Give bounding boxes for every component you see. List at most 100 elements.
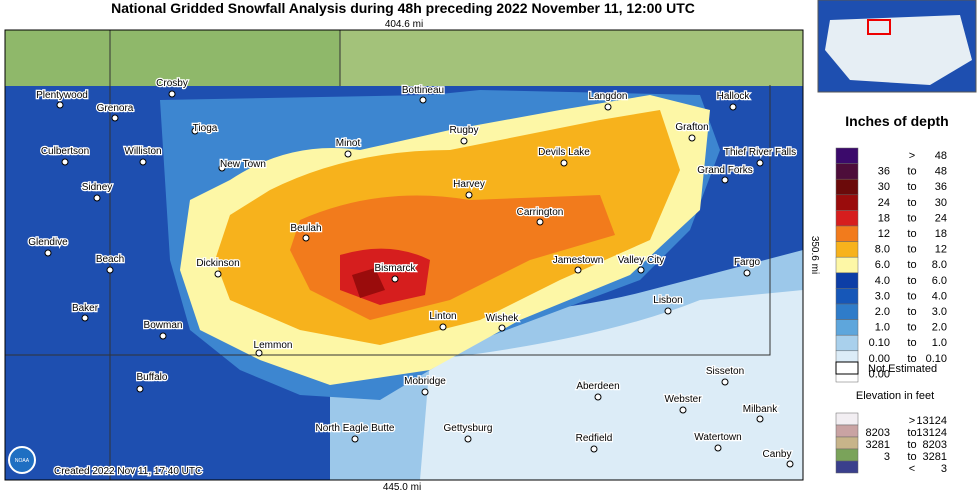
- legend-label: to: [907, 427, 916, 439]
- legend-label: to: [907, 451, 916, 463]
- legend-swatch: [835, 436, 859, 450]
- city-dot: [302, 234, 310, 242]
- legend-swatch: [835, 178, 859, 196]
- city-dot: [679, 406, 687, 414]
- legend-label: to: [907, 322, 916, 334]
- city-dot: [439, 323, 447, 331]
- legend-label: 36: [935, 181, 947, 193]
- city-dot: [218, 164, 226, 172]
- city-dot: [590, 445, 598, 453]
- city-dot: [498, 324, 506, 332]
- city-label: Bowman: [144, 320, 183, 331]
- legend-swatch: [835, 288, 859, 305]
- inset-us: [825, 15, 972, 85]
- city-dot: [44, 249, 52, 257]
- city-dot: [56, 101, 64, 109]
- legend-label: 18: [878, 212, 890, 224]
- city-label: Grenora: [97, 103, 134, 114]
- city-label: Linton: [429, 311, 456, 322]
- legend-label: to: [907, 306, 916, 318]
- city-dot: [214, 270, 222, 278]
- bottom-distance: 445.0 mi: [383, 482, 421, 493]
- city-dot: [756, 159, 764, 167]
- city-dot: [136, 385, 144, 393]
- legend-label: to: [907, 166, 916, 178]
- legend-label: to: [907, 228, 916, 240]
- legend-swatch: [835, 225, 859, 242]
- city-dot: [465, 191, 473, 199]
- city-label: Sisseton: [706, 366, 744, 377]
- legend-label: 3: [941, 463, 947, 475]
- legend-swatch: [835, 448, 859, 462]
- city-label: Aberdeen: [576, 381, 619, 392]
- city-label: Baker: [72, 303, 99, 314]
- city-dot: [594, 393, 602, 401]
- legend-label: 6.0: [932, 275, 947, 287]
- legend-label: 0.00: [869, 353, 890, 365]
- legend-label: 36: [878, 166, 890, 178]
- city-dot: [729, 103, 737, 111]
- city-label: Sidney: [82, 182, 113, 193]
- city-label: Beach: [96, 254, 124, 265]
- legend-label: 18: [935, 228, 947, 240]
- city-label: Williston: [124, 146, 161, 157]
- legend-label: 1.0: [875, 322, 890, 334]
- city-label: Beulah: [290, 223, 321, 234]
- legend-swatch: [835, 241, 859, 258]
- legend-label: 30: [935, 197, 947, 209]
- legend-label: 0.10: [869, 337, 890, 349]
- legend-swatch: [835, 319, 859, 336]
- city-dot: [786, 460, 794, 468]
- city-label: Langdon: [589, 91, 628, 102]
- legend-label: 0.10: [926, 353, 947, 365]
- legend-title: Inches of depth: [845, 113, 948, 129]
- city-dot: [139, 158, 147, 166]
- city-label: Rugby: [450, 125, 479, 136]
- legend-swatch: [835, 460, 859, 474]
- legend-label: 8.0: [932, 259, 947, 271]
- city-label: Thief River Falls: [724, 147, 796, 158]
- city-label: Minot: [336, 138, 361, 149]
- city-dot: [421, 388, 429, 396]
- legend-label: 2.0: [932, 322, 947, 334]
- legend-label: 1.0: [932, 337, 947, 349]
- legend-label: to: [907, 259, 916, 271]
- legend-swatch: [835, 303, 859, 320]
- legend-label: to: [907, 275, 916, 287]
- city-dot: [604, 103, 612, 111]
- city-dot: [664, 307, 672, 315]
- legend-label: 12: [878, 228, 890, 240]
- city-label: Watertown: [694, 432, 741, 443]
- legend-label: 3.0: [875, 290, 890, 302]
- legend-label: to: [907, 212, 916, 224]
- city-label: Hallock: [717, 91, 751, 102]
- city-dot: [61, 158, 69, 166]
- city-dot: [419, 96, 427, 104]
- city-label: Harvey: [453, 179, 485, 190]
- legend-label: 4.0: [932, 290, 947, 302]
- city-label: Lisbon: [653, 295, 682, 306]
- city-dot: [464, 435, 472, 443]
- legend-label: to: [907, 439, 916, 451]
- city-dot: [743, 269, 751, 277]
- legend-label: <: [909, 463, 915, 475]
- city-dot: [637, 266, 645, 274]
- city-label: Valley City: [618, 255, 665, 266]
- legend-label: 3281: [923, 451, 947, 463]
- city-dot: [106, 266, 114, 274]
- city-label: Carrington: [517, 207, 564, 218]
- city-label: Tioga: [193, 123, 218, 134]
- legend-label: 13124: [916, 415, 947, 427]
- noaa-logo: [8, 446, 36, 474]
- legend-label: 2.0: [875, 306, 890, 318]
- city-label: Canby: [763, 449, 792, 460]
- legend-swatch: [835, 334, 859, 352]
- right-distance: 350.6 mi: [809, 236, 820, 274]
- map-frame: [4, 29, 804, 481]
- city-label: New Town: [220, 159, 266, 170]
- not-estimated-swatch: [835, 361, 859, 375]
- top-distance: 404.6 mi: [385, 19, 423, 30]
- legend-label: to: [907, 337, 916, 349]
- logo-text: NOAA: [15, 458, 30, 464]
